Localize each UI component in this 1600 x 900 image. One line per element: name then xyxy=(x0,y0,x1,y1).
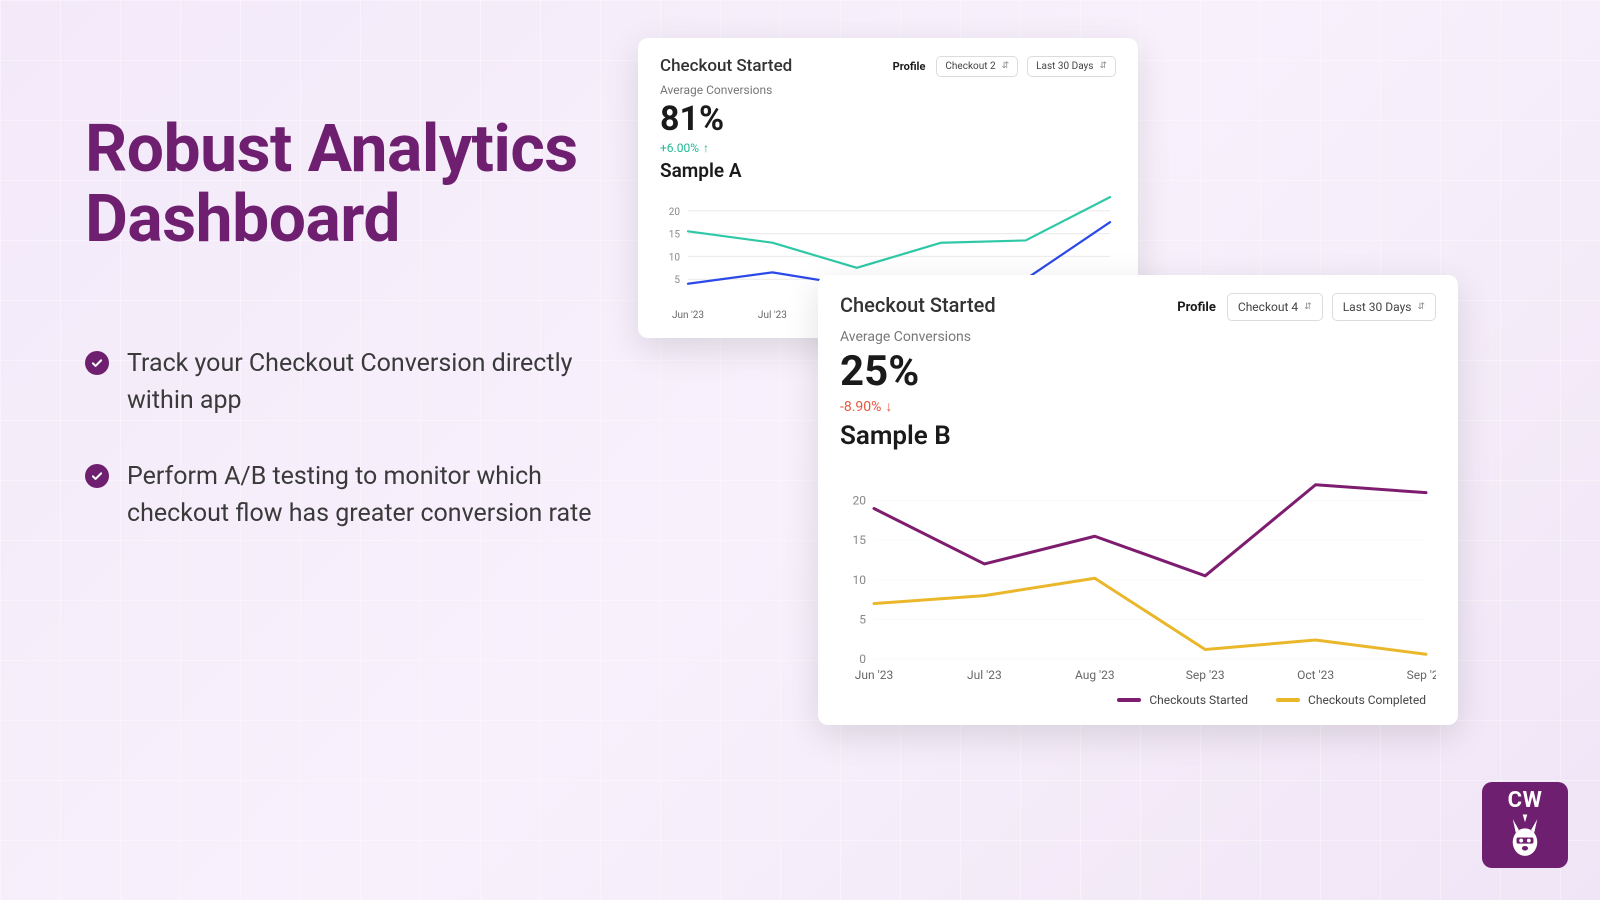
card-title: Checkout Started xyxy=(840,293,996,317)
legend-swatch xyxy=(1117,698,1141,702)
metric-delta: +6.00% ↑ xyxy=(660,141,1116,155)
svg-text:5: 5 xyxy=(859,612,866,626)
profile-select[interactable]: Checkout 4 ⇵ xyxy=(1227,293,1323,321)
check-icon xyxy=(85,351,109,375)
llama-icon xyxy=(1502,813,1548,859)
metric-delta: -8.90% ↓ xyxy=(840,398,1436,415)
metric-sublabel: Average Conversions xyxy=(660,83,1116,97)
sample-label: Sample B xyxy=(840,421,1436,451)
arrow-down-icon: ↓ xyxy=(885,398,892,415)
profile-select-value: Checkout 2 xyxy=(945,61,995,72)
range-select[interactable]: Last 30 Days ⇵ xyxy=(1332,293,1436,321)
bullet-text: Perform A/B testing to monitor which che… xyxy=(127,458,645,533)
delta-value: +6.00% xyxy=(660,141,699,155)
profile-select-value: Checkout 4 xyxy=(1238,300,1298,314)
delta-value: -8.90% xyxy=(840,399,881,415)
profile-label: Profile xyxy=(1177,300,1216,315)
range-select[interactable]: Last 30 Days ⇵ xyxy=(1027,56,1116,77)
svg-text:Sep '23: Sep '23 xyxy=(1186,668,1225,682)
check-icon xyxy=(85,464,109,488)
svg-text:Jul '23: Jul '23 xyxy=(758,310,787,321)
sample-label: Sample A xyxy=(660,159,1116,182)
svg-text:15: 15 xyxy=(853,533,867,547)
svg-text:Oct '23: Oct '23 xyxy=(1297,668,1334,682)
headline: Robust Analytics Dashboard xyxy=(85,115,645,255)
svg-text:0: 0 xyxy=(859,652,866,666)
chevron-up-down-icon: ⇵ xyxy=(1002,62,1010,71)
bullet-list: Track your Checkout Conversion directly … xyxy=(85,345,645,533)
metric-value: 81% xyxy=(660,99,1116,139)
line-chart-b: 0 5 10 15 20 Jun '23 Jul '23 Aug '23 Sep '23 Oct … xyxy=(840,451,1436,683)
svg-text:Jun '23: Jun '23 xyxy=(855,668,893,682)
svg-text:10: 10 xyxy=(853,573,867,587)
svg-text:15: 15 xyxy=(669,230,681,241)
brand-logo: CW xyxy=(1482,782,1568,868)
svg-text:Jul '23: Jul '23 xyxy=(967,668,1002,682)
metric-value: 25% xyxy=(840,347,1436,396)
legend-item: Checkouts Completed xyxy=(1276,693,1426,707)
legend-label: Checkouts Completed xyxy=(1308,693,1426,707)
chevron-up-down-icon: ⇵ xyxy=(1099,62,1107,71)
arrow-up-icon: ↑ xyxy=(703,141,709,155)
range-select-value: Last 30 Days xyxy=(1036,61,1093,72)
card-title: Checkout Started xyxy=(660,56,792,76)
svg-text:Jun '23: Jun '23 xyxy=(672,310,704,321)
range-select-value: Last 30 Days xyxy=(1343,300,1412,314)
logo-text: CW xyxy=(1508,788,1543,813)
chevron-up-down-icon: ⇵ xyxy=(1304,303,1312,312)
chart-legend: Checkouts Started Checkouts Completed xyxy=(840,693,1436,707)
profile-label: Profile xyxy=(893,60,926,73)
hero-copy: Robust Analytics Dashboard Track your Ch… xyxy=(85,115,645,571)
legend-swatch xyxy=(1276,698,1300,702)
analytics-card-b: Checkout Started Profile Checkout 4 ⇵ La… xyxy=(818,275,1458,725)
profile-select[interactable]: Checkout 2 ⇵ xyxy=(936,56,1018,77)
svg-text:20: 20 xyxy=(853,494,867,508)
svg-text:Aug '23: Aug '23 xyxy=(1075,668,1115,682)
bullet-text: Track your Checkout Conversion directly … xyxy=(127,345,645,420)
legend-label: Checkouts Started xyxy=(1149,693,1248,707)
svg-text:20: 20 xyxy=(669,207,681,218)
bullet-item: Perform A/B testing to monitor which che… xyxy=(85,458,645,533)
legend-item: Checkouts Started xyxy=(1117,693,1248,707)
svg-text:5: 5 xyxy=(674,275,680,286)
svg-text:Sep '23: Sep '23 xyxy=(1407,668,1436,682)
svg-text:10: 10 xyxy=(669,252,681,263)
bullet-item: Track your Checkout Conversion directly … xyxy=(85,345,645,420)
chevron-up-down-icon: ⇵ xyxy=(1417,303,1425,312)
metric-sublabel: Average Conversions xyxy=(840,329,1436,345)
